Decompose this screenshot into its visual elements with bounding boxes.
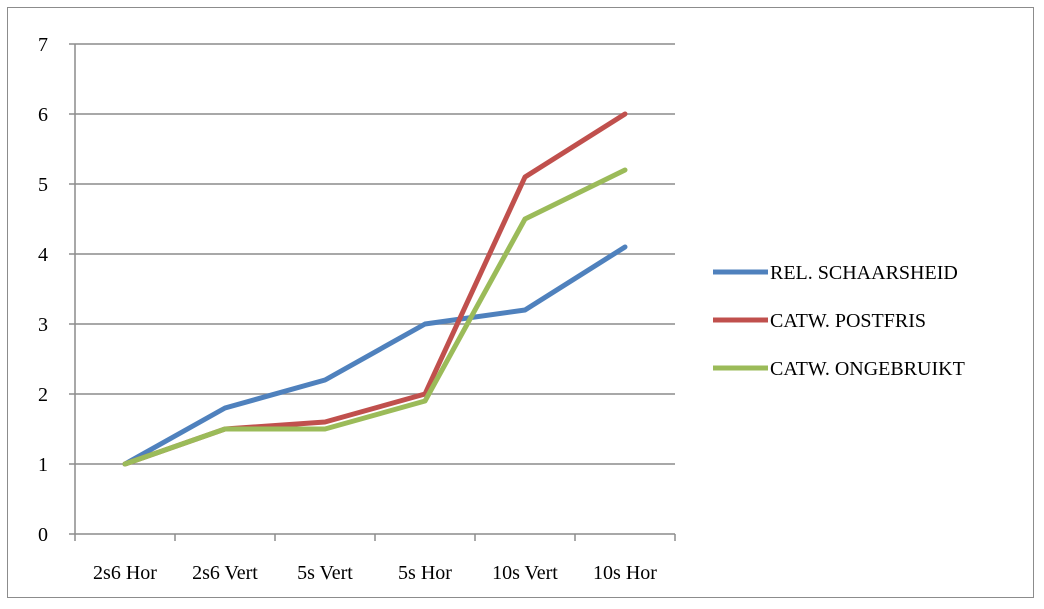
x-tick-label: 2s6 Vert (192, 562, 258, 584)
legend-entry-2: CATW. POSTFRIS (713, 310, 926, 332)
axes (74, 44, 675, 535)
y-tick-label: 3 (38, 314, 48, 336)
y-tick-label: 6 (38, 104, 48, 126)
x-tick-label: 10s Hor (593, 562, 657, 584)
y-tick-label: 0 (38, 524, 48, 546)
y-tick-label: 5 (38, 174, 48, 196)
legend: REL. SCHAARSHEID CATW. POSTFRIS CATW. ONGE… (713, 262, 965, 380)
series-line-2 (122, 111, 628, 467)
y-tick-label: 2 (38, 384, 48, 406)
y-tick-label: 1 (38, 454, 48, 476)
y-tick-label: 4 (38, 244, 48, 266)
legend-entry-1: REL. SCHAARSHEID (713, 262, 958, 284)
legend-label: REL. SCHAARSHEID (770, 262, 958, 284)
x-tick-label: 5s Vert (297, 562, 353, 584)
x-tick-label: 10s Vert (492, 562, 558, 584)
y-axis-ticks: 0 1 2 3 4 5 6 7 (38, 34, 75, 546)
legend-label: CATW. ONGEBRUIKT (770, 358, 965, 380)
series-line-3 (122, 167, 628, 467)
series-lines (122, 111, 628, 467)
series-line-1 (122, 244, 628, 467)
x-tick-label: 5s Hor (398, 562, 452, 584)
legend-entry-3: CATW. ONGEBRUIKT (713, 358, 965, 380)
chart-frame (7, 7, 1034, 598)
y-tick-label: 7 (38, 34, 48, 56)
x-tick-label: 2s6 Hor (93, 562, 157, 584)
x-axis-ticks: 2s6 Hor 2s6 Vert 5s Vert 5s Hor 10s Vert 10s … (74, 534, 676, 584)
gridlines (75, 43, 675, 465)
legend-label: CATW. POSTFRIS (770, 310, 926, 332)
